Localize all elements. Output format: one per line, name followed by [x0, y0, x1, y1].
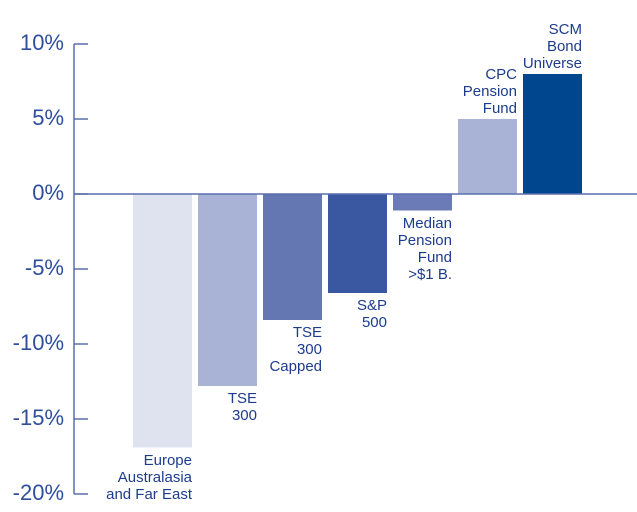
bar [133, 194, 192, 448]
category-label: Europe Australasia and Far East [106, 451, 192, 503]
bar [458, 119, 517, 194]
y-tick-label: 0% [32, 180, 64, 205]
y-tick-label: -15% [13, 405, 64, 430]
bar [328, 194, 387, 293]
category-label: TSE 300 [227, 390, 257, 424]
category-label: S&P 500 [356, 297, 387, 331]
category-label: CPC Pension Fund [462, 66, 517, 117]
bar [263, 194, 322, 320]
category-label: SCM Bond Universe [522, 21, 582, 72]
y-tick-label: -20% [13, 480, 64, 505]
y-tick-label: 5% [32, 105, 64, 130]
bar [198, 194, 257, 386]
y-tick-label: -10% [13, 330, 64, 355]
bar [393, 194, 452, 211]
y-tick-label: -5% [25, 255, 64, 280]
category-label: TSE 300 Capped [269, 324, 322, 375]
bar [523, 74, 582, 194]
category-label: Median Pension Fund >$1 B. [397, 214, 452, 283]
y-tick-label: 10% [20, 30, 64, 55]
